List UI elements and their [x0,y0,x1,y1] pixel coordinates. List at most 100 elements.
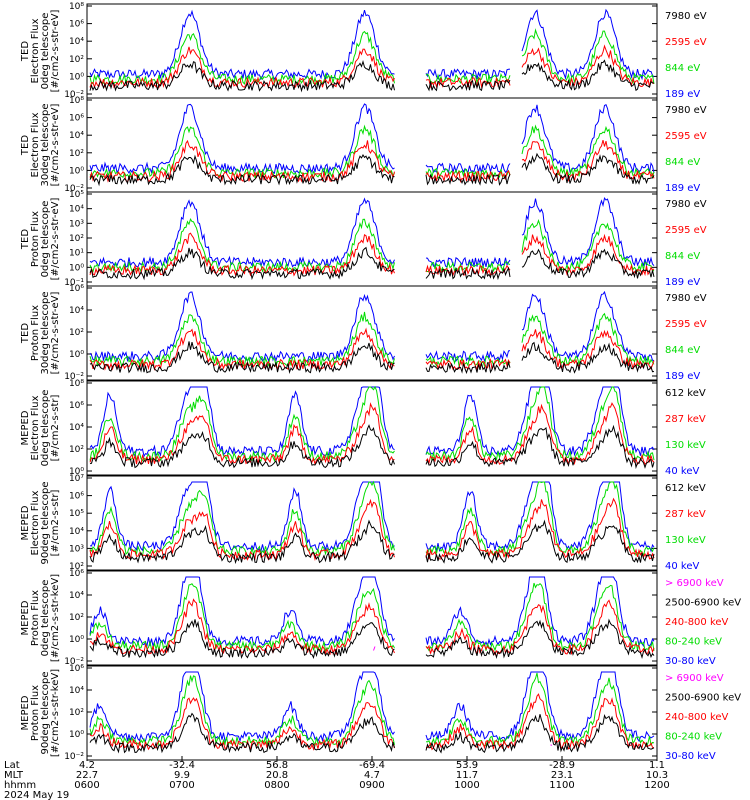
y-tick-label: 10⁻² [64,90,84,100]
y-tick-label: 10⁶ [69,492,84,502]
legend-entry: 240-800 keV [665,712,729,723]
panels: 10⁸ 10⁶ 10⁴ 10² 10⁰ 10⁻² TED Electron Flux 0deg … [20,2,741,762]
y-tick-label: 10² [69,328,84,338]
y-tick-label: 10⁻² [64,657,84,667]
y-axis-label: MEPED Electron Flux 0deg telescope [#/cm2-s… [20,390,61,467]
y-tick-label: 10⁴ [69,686,84,696]
x-tick-lat: 4.2 [79,760,95,771]
y-axis-label-line: [#/cm2-s-str-eV] [50,10,61,93]
legend-entry: 7980 eV [665,11,707,22]
legend-entry: 80-240 keV [665,637,722,648]
legend-entry: 2595 eV [665,225,707,236]
y-tick-label: 10¹ [69,249,84,259]
x-tick-lat: 53.9 [456,760,478,771]
legend-entry: 844 eV [665,63,700,74]
legend-entry: 2595 eV [665,131,707,142]
y-axis-label: MEPED Electron Flux 90deg telescope [#/cm2-… [20,481,61,564]
plot-frame [86,3,658,99]
legend-entry: 30-80 keV [665,751,716,762]
legend-entry: 189 eV [665,183,700,194]
legend-entry: 2500-6900 keV [665,693,741,704]
y-tick-label: 10² [69,149,84,159]
y-tick-label: 10⁵ [69,509,84,519]
legend-entry: 2500-6900 keV [665,598,741,609]
trace-blue [89,481,655,553]
y-axis-label-line: TED [20,135,31,156]
y-axis-label-line: [#/cm2-s-str] [50,394,61,461]
legend-entry: 2595 eV [665,319,707,330]
y-tick-label: 10⁻² [64,184,84,194]
legend-entry: 844 eV [665,345,700,356]
panel-6: 10⁷ 10⁶ 10⁵ 10⁴ 10³ 10² MEPED Electron Flux 90de… [20,474,706,572]
y-tick-label: 10² [69,562,84,572]
y-axis-label-line: [#/cm2-s-str-keV] [50,669,61,757]
y-tick-label: 10⁸ [69,2,84,12]
y-axis-label-line: [#/cm2-s-str-keV] [50,574,61,662]
panel-5: 10⁸ 10⁶ 10⁴ 10² 10⁰ MEPED Electron Flux 0deg te… [20,379,706,477]
y-axis-label-line: 0deg telescope [40,13,51,90]
x-tick-lat: -69.4 [359,760,385,771]
trace-red [89,598,655,656]
y-tick-label: 10⁰ [69,635,84,645]
trace-red [89,232,655,277]
x-tick-hhmm: 0800 [264,780,289,791]
legend-entry: 189 eV [665,371,700,382]
x-tick-hhmm: 0600 [74,780,99,791]
x-tick-hhmm: 0900 [359,780,384,791]
x-tick-lat: -28.9 [549,760,575,771]
y-axis-label-line: [#/cm2-s-str-eV] [50,104,61,187]
y-tick-label: 10⁴ [69,131,84,141]
trace-blue [89,8,655,81]
y-tick-label: 10² [69,55,84,65]
x-tick-mlt: 22.7 [76,770,98,781]
trace-blue [89,576,655,648]
y-axis-label-line: TED [20,41,31,62]
trace-blue [89,386,655,458]
footer-row-label: hhmm [4,780,36,791]
y-axis-label: TED Proton Flux 30deg telescope [#/cm2-s-st… [20,291,61,374]
trace-green [89,385,655,463]
y-axis-label-line: Electron Flux [30,395,41,460]
y-axis-label-line: [#/cm2-s-str-eV] [50,292,61,375]
x-tick-hhmm: 1000 [454,780,479,791]
x-tick-mlt: 10.3 [646,770,668,781]
legend-entry: 189 eV [665,89,700,100]
y-tick-label: 10⁴ [69,37,84,47]
y-axis-label-line: 90deg telescope [40,671,51,754]
trace-red [89,497,655,562]
y-tick-label: 10⁴ [69,423,84,433]
y-axis-label-line: [#/cm2-s-str] [50,489,61,556]
y-tick-label: 10⁰ [69,166,84,176]
y-tick-label: 10⁸ [69,379,84,389]
legend-entry: 844 eV [665,157,700,168]
y-tick-label: 10⁸ [69,96,84,106]
plot-frame [86,285,658,381]
trace-blue [89,103,655,175]
plot-frame [86,380,658,476]
y-tick-label: 10³ [69,544,84,554]
y-tick-label: 10⁶ [69,114,84,124]
y-axis-label-line: 90deg telescope [40,481,51,564]
y-axis-label-line: Electron Flux [30,490,41,555]
trace-black [89,341,655,375]
y-tick-label: 10⁰ [69,72,84,82]
y-axis-label: TED Electron Flux 30deg telescope [#/cm2-s-… [20,103,61,186]
trace-black [89,152,655,187]
legend-entry: 80-240 keV [665,732,722,743]
trace-red [89,139,655,184]
x-tick-mlt: 9.9 [174,770,190,781]
trace-black [89,618,655,660]
plot-frame [86,665,658,761]
y-tick-label: 10⁰ [69,467,84,477]
legend-entry: > 6900 keV [665,578,724,589]
y-tick-label: 10⁶ [69,284,84,294]
y-tick-label: 10⁶ [69,569,84,579]
legend-entry: 40 keV [665,561,699,572]
y-tick-label: 10⁰ [69,350,84,360]
legend-entry: 2595 eV [665,37,707,48]
x-tick-hhmm: 1100 [549,780,574,791]
